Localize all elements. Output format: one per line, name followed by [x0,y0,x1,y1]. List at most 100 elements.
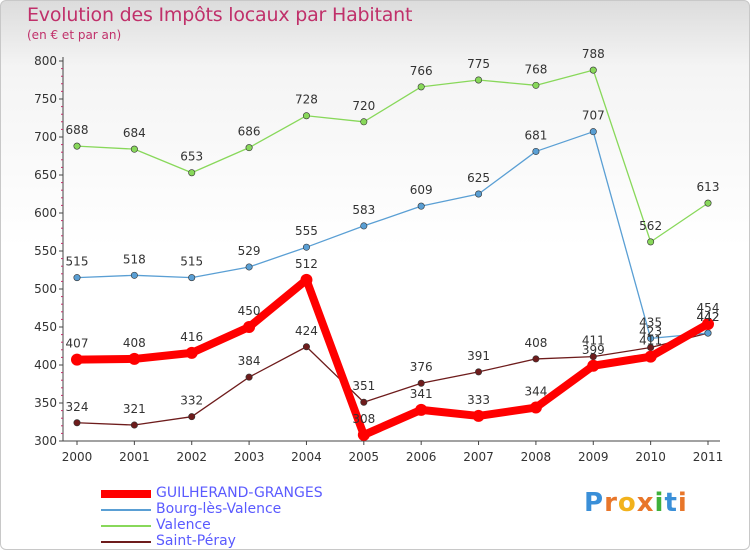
data-label: 416 [180,330,203,344]
data-label: 518 [123,252,146,266]
y-tick-label: 750 [34,92,57,106]
data-label: 686 [238,125,261,139]
x-tick-label: 2008 [521,450,552,464]
y-tick-label: 700 [34,130,57,144]
data-label: 384 [238,354,261,368]
data-label: 609 [410,183,433,197]
data-point [644,350,657,363]
series-line-2 [76,69,709,243]
legend-label: GUILHERAND-GRANGES [156,485,323,501]
data-point [417,83,425,91]
x-tick-label: 2000 [62,450,93,464]
data-point [188,169,196,177]
data-label: 407 [66,337,89,351]
data-label: 707 [582,109,605,123]
x-tick-label: 2001 [119,450,150,464]
data-label: 684 [123,126,146,140]
legend-label: Bourg-lès-Valence [156,501,282,517]
series-lines [73,69,712,439]
y-tick-label: 450 [34,320,57,334]
data-label: 766 [410,64,433,78]
data-point [302,243,310,251]
data-label: 529 [238,244,261,258]
data-point [71,353,83,366]
proxiti-logo: Proxiti [584,488,688,518]
data-label: 435 [639,315,662,329]
data-point [415,403,428,416]
data-label: 442 [697,310,720,324]
data-label: 411 [582,334,605,348]
data-label: 515 [66,255,89,269]
data-label: 411 [639,334,662,348]
data-label: 391 [467,349,490,363]
logo-letter: r [604,488,618,518]
legend-swatch [101,525,151,527]
x-tick-label: 2010 [635,450,666,464]
logo-letter: i [654,488,665,518]
y-tick-label: 300 [34,434,57,448]
series-points [71,66,714,441]
y-tick-label: 500 [34,282,57,296]
data-label: 788 [582,47,605,61]
data-label: 424 [295,324,318,338]
data-label: 688 [66,123,89,137]
data-point [185,346,198,359]
data-label: 321 [123,402,146,416]
data-label: 583 [352,203,375,217]
data-point [587,359,600,372]
x-tick-label: 2006 [406,450,437,464]
logo-letter: o [617,488,637,518]
logo-letter: x [636,488,655,518]
data-label: 324 [66,400,89,414]
series-line-1 [76,131,709,340]
data-label: 720 [352,99,375,113]
data-label: 562 [639,219,662,233]
y-tick-label: 550 [34,244,57,258]
legend-swatch [101,541,151,543]
data-label: 653 [180,150,203,164]
data-label: 768 [524,62,547,76]
data-label: 376 [410,360,433,374]
data-point [472,409,485,422]
data-label: 308 [352,412,375,426]
data-point [532,81,540,89]
data-point [475,76,483,84]
data-point [704,329,712,337]
data-point [188,413,196,421]
chart-axes: 300 350 400 450 500 550 600 650 700 750 800 2000 200… [34,54,723,464]
data-point [417,379,425,387]
legend-label: Valence [156,517,211,533]
data-label: 332 [180,394,203,408]
data-point [130,271,138,279]
data-point [243,321,256,333]
data-label: 625 [467,171,490,185]
logo-letter: P [584,488,605,518]
data-point [532,355,540,363]
data-point [357,428,370,441]
data-point [302,343,310,351]
data-label: 423 [639,325,662,339]
data-point [360,398,368,406]
legend-swatch [101,490,151,498]
data-point [704,199,712,207]
legend-swatch [101,509,151,511]
x-tick-label: 2003 [234,450,265,464]
data-label: 512 [295,257,318,271]
legend-label: Saint-Péray [156,533,236,549]
y-tick-label: 800 [34,54,57,68]
data-point [360,118,368,126]
data-label: 555 [295,224,318,238]
y-tick-label: 600 [34,206,57,220]
data-point [73,142,81,150]
data-point [475,190,483,198]
data-point [360,222,368,230]
y-tick-label: 650 [34,168,57,182]
x-tick-label: 2004 [291,450,322,464]
data-label: 341 [410,387,433,401]
data-point [702,317,714,330]
data-label: 408 [524,336,547,350]
data-label: 399 [582,343,605,357]
